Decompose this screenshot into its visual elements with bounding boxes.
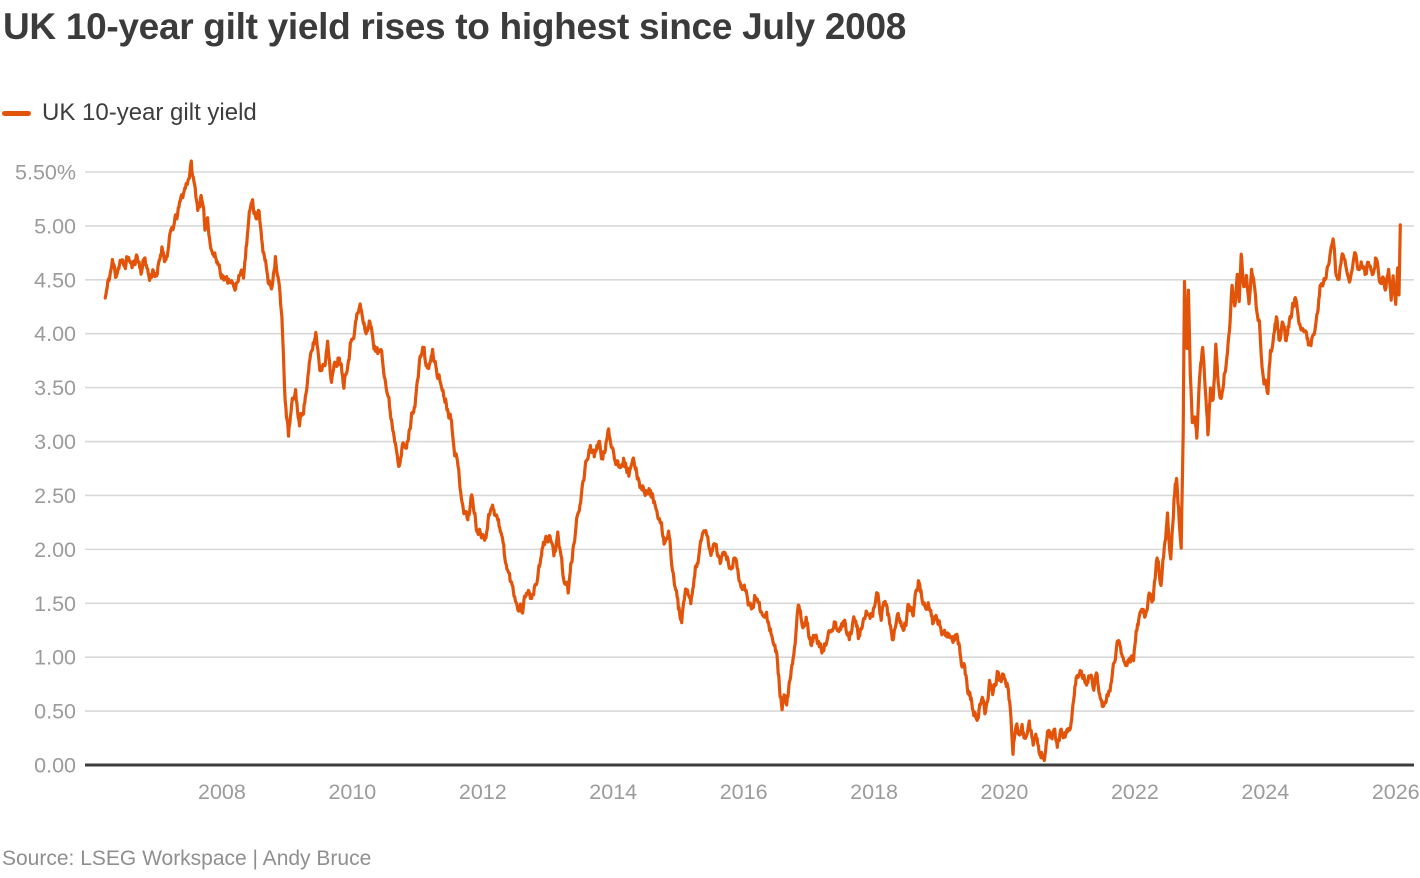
x-tick-label: 2010 <box>328 780 376 804</box>
x-tick-label: 2020 <box>981 780 1029 804</box>
source-note: Source: LSEG Workspace | Andy Bruce <box>2 847 372 870</box>
y-tick-label: 4.00 <box>34 322 76 346</box>
legend-swatch-icon <box>2 110 31 116</box>
yield-line-series <box>103 159 1402 763</box>
x-tick-label: 2014 <box>589 780 637 804</box>
y-tick-label: 0.50 <box>34 700 76 724</box>
x-tick-label: 2024 <box>1241 780 1289 804</box>
legend-label: UK 10-year gilt yield <box>42 99 257 126</box>
x-tick-label: 2022 <box>1111 780 1159 804</box>
y-tick-label: 3.50 <box>34 376 76 400</box>
x-tick-label: 2026 <box>1372 780 1420 804</box>
x-tick-label: 2012 <box>459 780 507 804</box>
y-tick-label: 5.00 <box>34 214 76 238</box>
legend: UK 10-year gilt yield <box>2 99 257 127</box>
x-tick-label: 2016 <box>720 780 768 804</box>
y-tick-label: 1.50 <box>34 592 76 616</box>
y-tick-label: 5.50% <box>15 161 76 185</box>
x-tick-label: 2018 <box>850 780 898 804</box>
y-tick-label: 3.00 <box>34 430 76 454</box>
y-tick-label: 1.00 <box>34 646 76 670</box>
y-tick-label: 4.50 <box>34 268 76 292</box>
y-tick-label: 2.50 <box>34 484 76 508</box>
chart-title: UK 10-year gilt yield rises to highest s… <box>3 6 907 47</box>
y-tick-label: 2.00 <box>34 538 76 562</box>
y-tick-label: 0.00 <box>34 754 76 778</box>
x-tick-label: 2008 <box>198 780 246 804</box>
